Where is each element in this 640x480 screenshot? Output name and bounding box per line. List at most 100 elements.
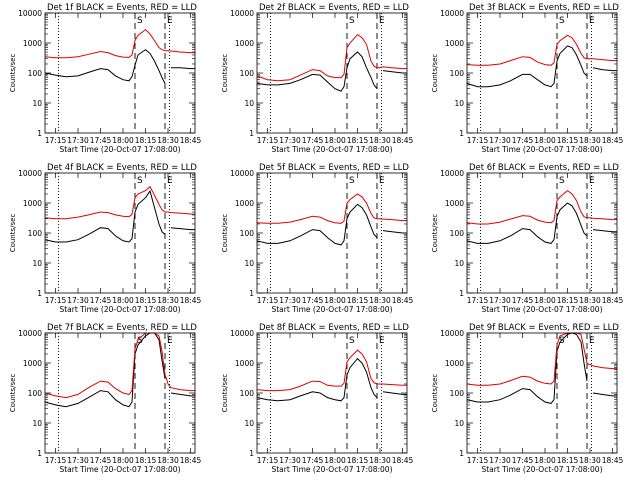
x-tick-label: 17:45 <box>512 136 534 145</box>
y-tick-label: 1 <box>459 449 464 458</box>
panel-det-2: Det 2f BLACK = Events, RED = LLD 1 10 100 10… <box>221 3 414 154</box>
x-tick-label: 18:15 <box>135 136 157 145</box>
reference-line-label: E <box>589 16 595 26</box>
x-tick-label: 18:45 <box>392 296 414 305</box>
panel-title: Det 4f BLACK = Events, RED = LLD <box>47 163 197 173</box>
x-axis-label: Start Time (20-Oct-07 17:08:00) <box>481 465 602 474</box>
panel-title: Det 1f BLACK = Events, RED = LLD <box>47 3 197 13</box>
x-axis-label: Start Time (20-Oct-07 17:08:00) <box>271 465 392 474</box>
y-tick-label: 1 <box>249 289 254 298</box>
x-tick-label: 18:00 <box>112 136 134 145</box>
x-tick-label: 17:15 <box>257 296 279 305</box>
x-axis-label: Start Time (20-Oct-07 17:08:00) <box>59 305 180 314</box>
y-tick-label: 100 <box>28 229 43 238</box>
y-axis-label: Counts/sec <box>221 214 229 253</box>
y-tick-label: 10 <box>454 259 464 268</box>
series-line-events <box>44 49 195 84</box>
x-axis-label: Start Time (20-Oct-07 17:08:00) <box>59 145 180 154</box>
series-line-events <box>466 45 617 88</box>
reference-line-label: E <box>167 16 173 26</box>
x-tick-label: 17:15 <box>257 456 279 465</box>
x-tick-label: 18:15 <box>557 136 579 145</box>
y-tick-label: 10000 <box>230 329 254 338</box>
x-tick-label: 18:30 <box>157 136 179 145</box>
reference-line-label: S <box>137 16 143 26</box>
x-axis-label: Start Time (20-Oct-07 17:08:00) <box>59 465 180 474</box>
reference-line-label: E <box>379 336 385 346</box>
y-tick-label: 1 <box>37 289 42 298</box>
y-tick-label: 1000 <box>235 199 254 208</box>
x-tick-label: 18:00 <box>324 456 346 465</box>
panel-det-5: Det 5f BLACK = Events, RED = LLD 1 10 100 10… <box>221 163 414 314</box>
y-tick-label: 10 <box>244 259 254 268</box>
reference-line-label: E <box>379 16 385 26</box>
y-tick-label: 1000 <box>23 39 42 48</box>
y-tick-label: 100 <box>450 229 465 238</box>
series-line-lld <box>466 34 617 66</box>
x-axis-label: Start Time (20-Oct-07 17:08:00) <box>481 305 602 314</box>
plot-frame <box>256 12 408 134</box>
x-tick-label: 18:45 <box>392 136 414 145</box>
y-tick-label: 1 <box>459 129 464 138</box>
y-tick-label: 1000 <box>235 359 254 368</box>
reference-line-label: E <box>589 176 595 186</box>
plot-frame <box>256 172 408 294</box>
y-tick-label: 1000 <box>23 199 42 208</box>
reference-line-label: S <box>137 176 143 186</box>
y-tick-label: 10000 <box>440 9 464 18</box>
x-tick-label: 17:15 <box>257 136 279 145</box>
y-tick-label: 10000 <box>18 9 42 18</box>
x-tick-label: 18:00 <box>324 136 346 145</box>
y-tick-label: 1000 <box>235 39 254 48</box>
plot-frame <box>44 172 196 294</box>
y-axis-label: Counts/sec <box>221 54 229 93</box>
x-tick-label: 18:00 <box>112 296 134 305</box>
series-line-events <box>466 202 617 244</box>
panel-det-1: Det 1f BLACK = Events, RED = LLD 1 10 100 10… <box>9 3 202 154</box>
panel-det-3: Det 3f BLACK = Events, RED = LLD 1 10 100 10… <box>431 3 624 154</box>
x-tick-label: 18:45 <box>602 456 624 465</box>
reference-line-label: S <box>137 336 143 346</box>
x-tick-label: 17:30 <box>67 296 89 305</box>
x-tick-label: 17:30 <box>489 296 511 305</box>
x-tick-label: 17:30 <box>67 136 89 145</box>
x-tick-label: 18:00 <box>534 296 556 305</box>
series-line-lld <box>256 193 407 224</box>
series-line-events <box>256 357 407 402</box>
series-line-lld <box>256 33 407 82</box>
x-tick-label: 17:30 <box>279 136 301 145</box>
x-tick-label: 17:15 <box>45 296 67 305</box>
reference-line-label: S <box>349 16 355 26</box>
x-tick-label: 18:00 <box>324 296 346 305</box>
plot-frame <box>466 332 618 454</box>
panel-title: Det 6f BLACK = Events, RED = LLD <box>469 163 619 173</box>
x-tick-label: 17:45 <box>302 296 324 305</box>
y-axis-label: Counts/sec <box>431 54 439 93</box>
panel-det-6: Det 6f BLACK = Events, RED = LLD 1 10 100 10… <box>431 163 624 314</box>
y-tick-label: 1000 <box>445 199 464 208</box>
y-tick-label: 10000 <box>440 169 464 178</box>
y-tick-label: 10000 <box>18 329 42 338</box>
x-tick-label: 17:45 <box>302 456 324 465</box>
panel-det-4: Det 4f BLACK = Events, RED = LLD 1 10 100 10… <box>9 163 202 314</box>
y-tick-label: 10 <box>454 419 464 428</box>
reference-line-label: S <box>349 336 355 346</box>
series-line-events <box>256 203 407 246</box>
y-axis-label: Counts/sec <box>431 214 439 253</box>
y-tick-label: 1 <box>249 449 254 458</box>
series-line-lld <box>466 332 617 386</box>
x-tick-label: 18:00 <box>112 456 134 465</box>
x-tick-label: 17:15 <box>467 136 489 145</box>
plot-frame <box>44 332 196 454</box>
x-axis-label: Start Time (20-Oct-07 17:08:00) <box>271 145 392 154</box>
y-tick-label: 100 <box>450 389 465 398</box>
reference-line-label: E <box>167 336 173 346</box>
x-tick-label: 18:15 <box>347 456 369 465</box>
y-tick-label: 1000 <box>445 359 464 368</box>
y-axis-label: Counts/sec <box>9 214 17 253</box>
y-tick-label: 1000 <box>23 359 42 368</box>
x-tick-label: 18:30 <box>157 296 179 305</box>
x-tick-label: 18:30 <box>579 136 601 145</box>
x-tick-label: 18:45 <box>602 296 624 305</box>
